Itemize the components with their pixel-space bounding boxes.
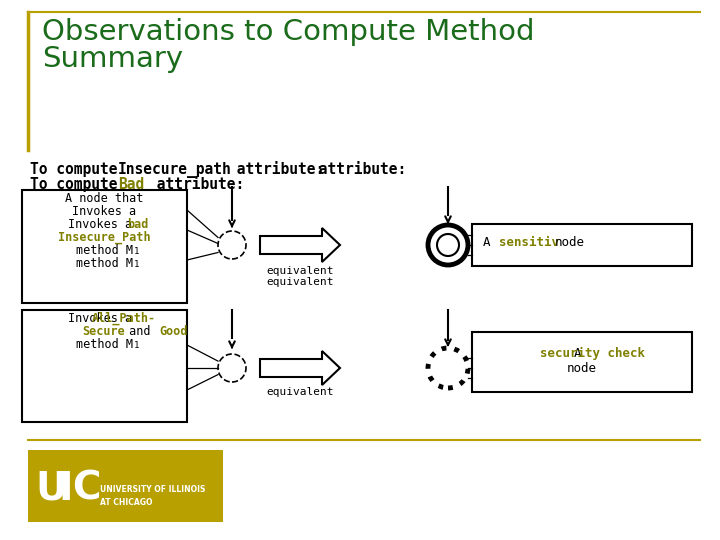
Text: equivalent: equivalent — [266, 266, 334, 276]
FancyBboxPatch shape — [472, 224, 692, 266]
Text: 1: 1 — [135, 341, 140, 350]
Text: security check: security check — [539, 347, 644, 360]
Text: Observations to Compute Method: Observations to Compute Method — [42, 18, 534, 46]
Text: I: I — [58, 470, 73, 508]
Text: and: and — [122, 325, 158, 338]
Text: Invokes a: Invokes a — [68, 218, 140, 231]
Circle shape — [437, 357, 459, 379]
Text: equivalent: equivalent — [266, 387, 334, 397]
Text: sensitiv: sensitiv — [499, 235, 559, 248]
Text: Summary: Summary — [42, 45, 183, 73]
FancyBboxPatch shape — [28, 450, 223, 522]
Text: C: C — [72, 470, 101, 508]
Text: method M: method M — [76, 257, 132, 270]
Circle shape — [428, 348, 468, 388]
Text: Invokes a: Invokes a — [68, 312, 140, 325]
Text: Insecure_Path: Insecure_Path — [58, 231, 150, 244]
Text: Good: Good — [160, 325, 188, 338]
Text: method M: method M — [76, 338, 132, 351]
Text: equivalent: equivalent — [266, 277, 334, 287]
Text: AT CHICAGO: AT CHICAGO — [100, 498, 153, 507]
Text: attribute:: attribute: — [310, 162, 406, 177]
Text: Bad: Bad — [118, 177, 144, 192]
Text: UNIVERSITY OF ILLINOIS: UNIVERSITY OF ILLINOIS — [100, 485, 205, 494]
Text: method M: method M — [76, 244, 132, 257]
Text: U: U — [35, 470, 67, 508]
Circle shape — [437, 234, 459, 256]
Text: All_Path-: All_Path- — [92, 312, 156, 325]
Text: A: A — [483, 235, 498, 248]
Text: bad: bad — [127, 218, 149, 231]
Text: To compute: To compute — [30, 177, 126, 192]
Text: 1: 1 — [135, 247, 140, 256]
FancyBboxPatch shape — [22, 310, 187, 422]
Polygon shape — [260, 228, 340, 262]
FancyBboxPatch shape — [22, 190, 187, 303]
Text: A: A — [575, 347, 590, 360]
Text: node: node — [555, 235, 585, 248]
Circle shape — [218, 231, 246, 259]
Polygon shape — [260, 351, 340, 385]
Text: To compute: To compute — [30, 162, 126, 177]
Text: attribute:: attribute: — [228, 162, 324, 177]
Text: Invokes a: Invokes a — [72, 205, 136, 218]
Text: attribute:: attribute: — [148, 177, 244, 192]
Text: Insecure_path: Insecure_path — [118, 162, 232, 178]
FancyBboxPatch shape — [472, 332, 692, 392]
Text: node: node — [567, 362, 597, 375]
Text: 1: 1 — [135, 260, 140, 269]
Circle shape — [218, 354, 246, 382]
Text: Secure: Secure — [83, 325, 125, 338]
Text: A node that: A node that — [65, 192, 143, 205]
